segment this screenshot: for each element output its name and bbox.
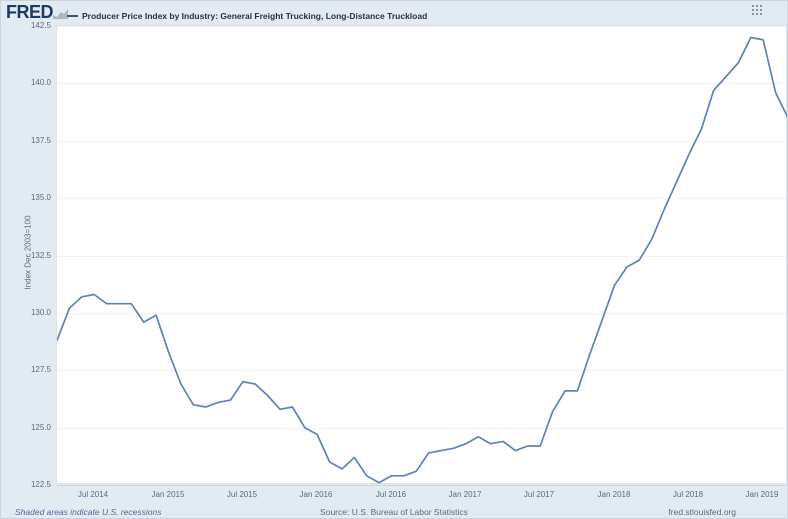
series-legend: Producer Price Index by Industry: Genera… [67, 7, 427, 25]
legend-series-title: Producer Price Index by Industry: Genera… [82, 10, 428, 21]
y-gridline [57, 83, 786, 84]
x-tick-label: Jul 2017 [523, 490, 555, 499]
x-tick-label: Jul 2014 [77, 490, 109, 499]
y-gridline [57, 141, 786, 142]
chart-options-menu-button[interactable] [752, 5, 765, 18]
y-gridline [57, 370, 786, 371]
x-tick-label: Jan 2015 [151, 490, 185, 499]
y-tick-label: 127.5 [30, 365, 51, 374]
menu-dot [760, 13, 762, 15]
chart-header: FRED Producer Price Index by Industry: G… [1, 1, 787, 25]
menu-dot [756, 13, 758, 15]
x-tick-label: Jul 2015 [226, 490, 258, 499]
y-tick-label: 122.5 [30, 480, 51, 489]
menu-dot [760, 9, 762, 11]
x-tick-label: Jan 2016 [299, 490, 333, 499]
plot-area[interactable] [56, 25, 787, 486]
y-gridline [57, 313, 786, 314]
y-tick-label: 140.0 [30, 78, 51, 87]
y-gridline [57, 256, 786, 257]
x-tick-label: Jan 2017 [448, 490, 482, 499]
y-tick-label: 142.5 [30, 21, 51, 30]
legend-line-swatch [67, 14, 78, 17]
fred-logo-chart-icon [53, 9, 68, 19]
y-tick-label: 135.0 [30, 193, 51, 202]
menu-dot [760, 5, 762, 7]
y-tick-label: 130.0 [30, 308, 51, 317]
recession-note: Shaded areas indicate U.S. recessions [15, 507, 162, 517]
menu-dot [756, 5, 758, 7]
chart-footer: Shaded areas indicate U.S. recessions So… [1, 505, 787, 518]
y-gridline [57, 485, 786, 486]
ppi-series-line [57, 36, 787, 484]
y-gridline [57, 198, 786, 199]
y-gridline [57, 26, 786, 27]
y-gridline [57, 428, 786, 429]
x-tick-label: Jul 2016 [375, 490, 407, 499]
menu-dot [756, 9, 758, 11]
x-tick-label: Jul 2018 [672, 490, 704, 499]
fred-url[interactable]: fred.stlouisfed.org [668, 507, 736, 517]
menu-dot [752, 5, 754, 7]
y-tick-label: 125.0 [30, 423, 51, 432]
x-tick-label: Jan 2019 [745, 490, 779, 499]
source-note: Source: U.S. Bureau of Labor Statistics [320, 507, 468, 517]
x-tick-label: Jan 2018 [597, 490, 631, 499]
fred-logo: FRED [6, 2, 54, 22]
series-line-chart [57, 36, 787, 484]
menu-dot [752, 13, 754, 15]
menu-dot [752, 9, 754, 11]
y-tick-label: 137.5 [30, 136, 51, 145]
y-tick-label: 132.5 [30, 251, 51, 260]
